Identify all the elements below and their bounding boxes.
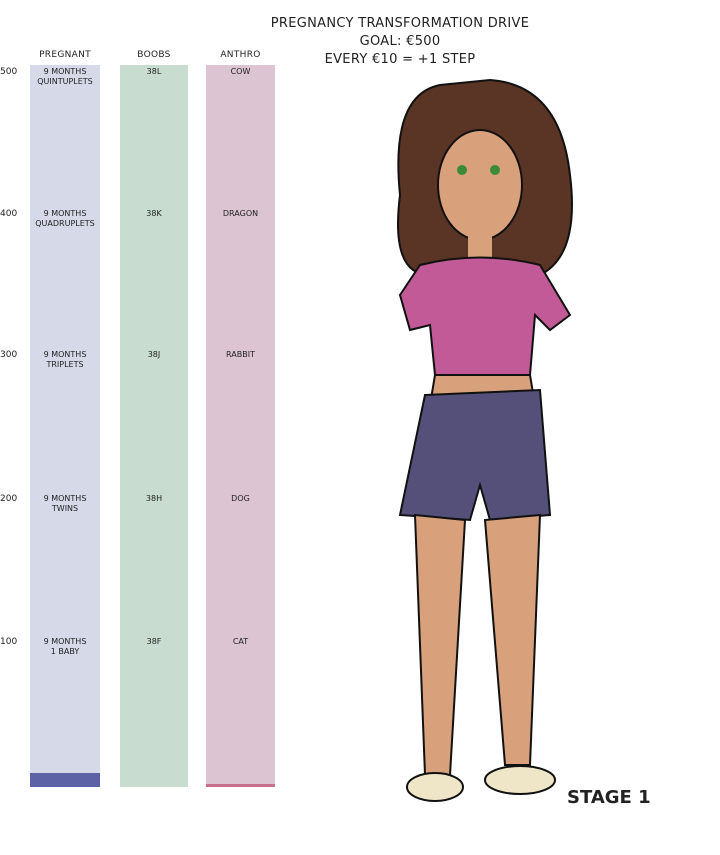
tracker-header: ANTHRO bbox=[220, 50, 261, 60]
tracker-header: PREGNANT bbox=[39, 50, 91, 60]
progress-fill bbox=[30, 772, 100, 787]
step-label: 9 MONTHS TWINS bbox=[43, 494, 87, 513]
step-rule-line: EVERY €10 = +1 STEP bbox=[324, 52, 476, 67]
drive-title: PREGNANCY TRANSFORMATION DRIVE GOAL: €50… bbox=[250, 15, 550, 69]
character-illustration bbox=[397, 78, 573, 802]
title-line: PREGNANCY TRANSFORMATION DRIVE bbox=[270, 16, 530, 31]
stage-label: STAGE 1 bbox=[567, 787, 651, 808]
step-label: 38K bbox=[146, 209, 162, 218]
step-label: 38J bbox=[147, 350, 161, 359]
goal-line: GOAL: €500 bbox=[359, 34, 441, 49]
step-label: CAT bbox=[232, 637, 249, 646]
step-label: 38L bbox=[146, 67, 162, 76]
scale-tick: 300 bbox=[0, 350, 18, 360]
pregnant-progress-bar bbox=[30, 65, 100, 787]
progress-fill bbox=[206, 784, 275, 787]
scale-tick: 100 bbox=[0, 637, 18, 647]
step-label: 9 MONTHS QUINTUPLETS bbox=[37, 67, 93, 86]
step-label: COW bbox=[230, 67, 251, 76]
step-label: 9 MONTHS 1 BABY bbox=[43, 637, 87, 656]
anthro-progress-bar bbox=[206, 65, 275, 787]
scale-tick: 200 bbox=[0, 494, 18, 504]
scale-tick: 400 bbox=[0, 209, 18, 219]
step-label: 38H bbox=[145, 494, 163, 503]
boobs-progress-bar bbox=[120, 65, 188, 787]
step-label: 38F bbox=[146, 637, 162, 646]
step-label: DRAGON bbox=[222, 209, 259, 218]
tracker-header: BOOBS bbox=[137, 50, 171, 60]
scale-tick: 500 bbox=[0, 67, 18, 77]
step-label: DOG bbox=[231, 494, 250, 503]
step-label: RABBIT bbox=[226, 350, 255, 359]
step-label: 9 MONTHS TRIPLETS bbox=[43, 350, 87, 369]
step-label: 9 MONTHS QUADRUPLETS bbox=[35, 209, 95, 228]
